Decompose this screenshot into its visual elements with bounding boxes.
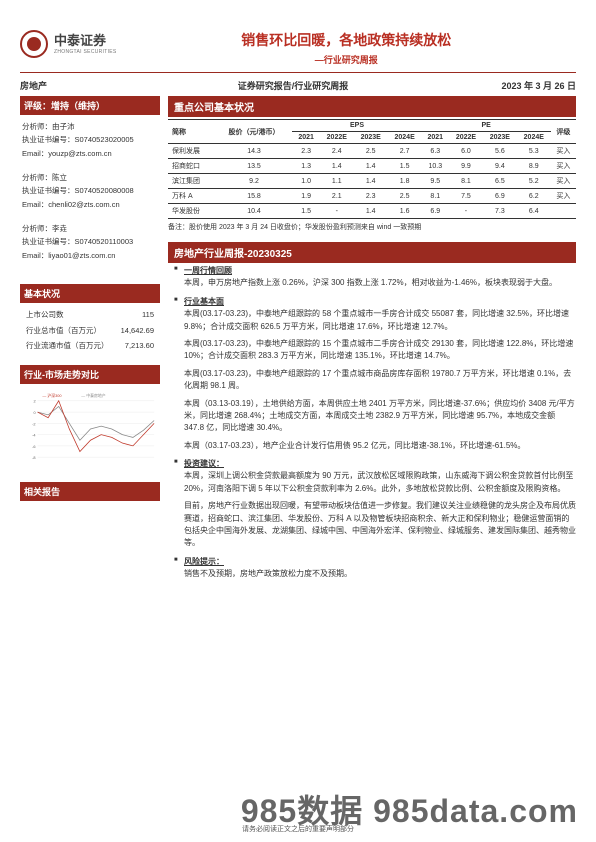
section: 投资建议：本周，深圳上调公积金贷款最高额度为 90 万元，武汉放松区域限购政策，… — [174, 458, 576, 550]
sections: 一周行情回顾本周，申万房地产指数上涨 0.26%，沪深 300 指数上涨 1.7… — [168, 265, 576, 581]
report-date: 2023 年 3 月 26 日 — [456, 79, 576, 92]
paragraph: 本周(03.17-03.23)，中泰地产组跟踪的 58 个重点城市一手房合计成交… — [184, 308, 576, 333]
paragraph: 本周(03.17-03.23)，中泰地产组跟踪的 15 个重点城市二手房合计成交… — [184, 338, 576, 363]
table-row: 万科 A15.81.92.12.32.58.17.56.96.2买入 — [168, 189, 576, 204]
analyst-email: Email：youzp@zts.com.cn — [22, 148, 158, 160]
trend-chart: -8 -6 -4 -2 0 2 — 沪深300 — 中泰房地产 — [22, 388, 158, 468]
analyst-license: 执业证书编号：S0740523020005 — [22, 134, 158, 146]
sector-label: 房地产 — [20, 79, 130, 92]
meta-row: 房地产 证券研究报告/行业研究周报 2023 年 3 月 26 日 — [20, 79, 576, 92]
analyst-email: Email：chenli02@zts.com.cn — [22, 199, 158, 211]
section: 风险提示：销售不及预期，房地产政策放松力度不及预期。 — [174, 556, 576, 581]
table-row: 滨江集团9.21.01.11.41.89.58.16.55.2买入 — [168, 174, 576, 189]
doc-type: 证券研究报告/行业研究周报 — [130, 79, 456, 92]
rating-head: 评级：增持（维持） — [20, 96, 160, 115]
related-head: 相关报告 — [20, 482, 160, 501]
paragraph: 本周，申万房地产指数上涨 0.26%，沪深 300 指数上涨 1.72%，相对收… — [184, 277, 576, 289]
trend-chart-box: -8 -6 -4 -2 0 2 — 沪深300 — 中泰房地产 — [20, 384, 160, 482]
section: 行业基本面本周(03.17-03.23)，中泰地产组跟踪的 58 个重点城市一手… — [174, 296, 576, 452]
th-year: 2022E — [320, 132, 354, 144]
header: 中泰证券 ZHONGTAI SECURITIES 销售环比回暖，各地政策持续放松… — [20, 30, 576, 66]
svg-text:-6: -6 — [32, 443, 35, 448]
table-row: 华发股份10.41.5-1.41.66.9-7.36.4 — [168, 204, 576, 219]
th-year: 2023E — [354, 132, 388, 144]
svg-text:2: 2 — [33, 398, 35, 403]
th-year: 2021 — [422, 132, 449, 144]
analyst-list: 分析师：由子沛执业证书编号：S0740523020005 Email：youzp@… — [20, 115, 160, 284]
th-eps: EPS — [292, 120, 421, 132]
logo-icon — [20, 30, 48, 58]
th-year: 2024E — [388, 132, 422, 144]
table-row: 招商蛇口13.51.31.41.41.510.39.99.48.9买入 — [168, 159, 576, 174]
analyst-email: Email：liyao01@zts.com.cn — [22, 250, 158, 262]
analyst-name: 分析师：李垚 — [22, 223, 158, 235]
svg-text:-8: -8 — [32, 455, 35, 460]
trend-head: 行业-市场走势对比 — [20, 365, 160, 384]
paragraph: 本周(03.17-03.23)，中泰地产组跟踪的 17 个重点城市商品房库存面积… — [184, 368, 576, 393]
companies-head: 重点公司基本状况 — [168, 96, 576, 117]
svg-text:— 沪深300: — 沪深300 — [42, 392, 61, 397]
main-title: 销售环比回暖，各地政策持续放松 — [117, 30, 576, 50]
th-year: 2023E — [483, 132, 517, 144]
analyst-name: 分析师：由子沛 — [22, 121, 158, 133]
paragraph: 本周（03.17-03.23），地产企业合计发行信用债 95.2 亿元，同比增速… — [184, 440, 576, 452]
paragraph: 目前，房地产行业数据出现回暖，有望带动板块估值进一步修复。我们建议关注业绩稳健的… — [184, 500, 576, 550]
th-pe: PE — [422, 120, 551, 132]
brand: 中泰证券 ZHONGTAI SECURITIES — [54, 30, 117, 55]
paragraph: 本周，深圳上调公积金贷款最高额度为 90 万元，武汉放松区域限购政策，山东威海下… — [184, 470, 576, 495]
companies-table: 简称 股价（元/港币） EPS PE 评级 20212022E2023E2024… — [168, 119, 576, 219]
analyst-license: 执业证书编号：S0740520110003 — [22, 236, 158, 248]
th-year: 2021 — [292, 132, 319, 144]
basic-row: 行业总市值（百万元）14,642.69 — [22, 324, 158, 338]
brand-en: ZHONGTAI SECURITIES — [54, 49, 117, 55]
paragraph: 销售不及预期，房地产政策放松力度不及预期。 — [184, 568, 576, 580]
sub-title: —行业研究周报 — [117, 53, 576, 66]
analyst-license: 执业证书编号：S0740520080008 — [22, 185, 158, 197]
th-name: 简称 — [168, 120, 216, 144]
divider — [20, 72, 576, 73]
basic-rows: 上市公司数115 行业总市值（百万元）14,642.69行业流通市值（百万元）7,… — [20, 303, 160, 365]
svg-text:0: 0 — [33, 410, 35, 415]
main-content: 重点公司基本状况 简称 股价（元/港币） EPS PE 评级 20212022E… — [168, 96, 576, 591]
basic-head: 基本状况 — [20, 284, 160, 303]
sidebar: 评级：增持（维持） 分析师：由子沛执业证书编号：S0740523020005 Em… — [20, 96, 160, 591]
table-note: 备注：股价使用 2023 年 3 月 24 日收盘价；华发股份盈利预测来自 wi… — [168, 222, 576, 232]
watermark: 985数据 985data.com — [241, 786, 578, 832]
svg-text:-4: -4 — [32, 432, 36, 437]
brand-cn: 中泰证券 — [54, 30, 117, 49]
th-year: 2024E — [517, 132, 551, 144]
weekly-head: 房地产行业周报-20230325 — [168, 242, 576, 263]
svg-text:-2: -2 — [32, 421, 35, 426]
related-body — [20, 501, 160, 541]
basic-row: 上市公司数115 — [22, 308, 158, 322]
th-price: 股价（元/港币） — [216, 120, 293, 144]
analyst-name: 分析师：陈立 — [22, 172, 158, 184]
paragraph: 本周（03.13-03.19），土地供给方面，本周供应土地 2401 万平方米，… — [184, 398, 576, 435]
th-year: 2022E — [449, 132, 483, 144]
svg-text:— 中泰房地产: — 中泰房地产 — [81, 392, 105, 397]
section: 一周行情回顾本周，申万房地产指数上涨 0.26%，沪深 300 指数上涨 1.7… — [174, 265, 576, 290]
table-row: 保利发展14.32.32.42.52.76.36.05.65.3买入 — [168, 144, 576, 159]
th-rating: 评级 — [551, 120, 576, 144]
basic-row: 行业流通市值（百万元）7,213.60 — [22, 339, 158, 353]
